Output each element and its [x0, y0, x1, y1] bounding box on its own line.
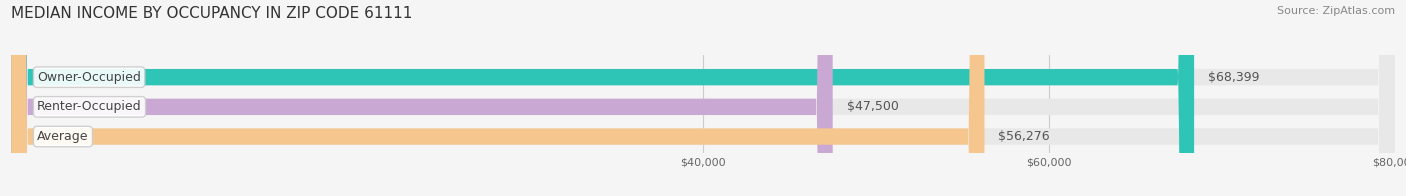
- Text: Renter-Occupied: Renter-Occupied: [37, 100, 142, 113]
- Text: Owner-Occupied: Owner-Occupied: [37, 71, 141, 84]
- Text: Source: ZipAtlas.com: Source: ZipAtlas.com: [1277, 6, 1395, 16]
- FancyBboxPatch shape: [11, 0, 1395, 196]
- Text: $47,500: $47,500: [846, 100, 898, 113]
- FancyBboxPatch shape: [11, 0, 1395, 196]
- FancyBboxPatch shape: [11, 0, 984, 196]
- Text: $68,399: $68,399: [1208, 71, 1260, 84]
- FancyBboxPatch shape: [11, 0, 1395, 196]
- FancyBboxPatch shape: [11, 0, 1194, 196]
- FancyBboxPatch shape: [11, 0, 832, 196]
- Text: MEDIAN INCOME BY OCCUPANCY IN ZIP CODE 61111: MEDIAN INCOME BY OCCUPANCY IN ZIP CODE 6…: [11, 6, 412, 21]
- Text: Average: Average: [37, 130, 89, 143]
- Text: $56,276: $56,276: [998, 130, 1050, 143]
